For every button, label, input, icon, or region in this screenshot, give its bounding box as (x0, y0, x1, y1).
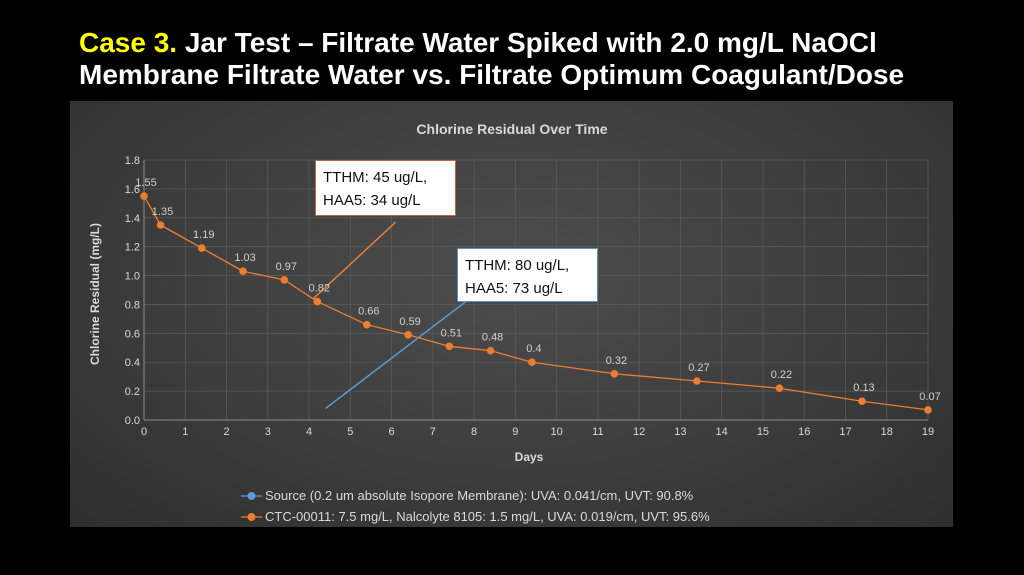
x-tick-label: 13 (674, 426, 686, 438)
data-labels: 1.55 1.35 1.19 1.03 0.97 0.82 0.66 0.59 0.51 0.48… (135, 177, 940, 403)
data-point (280, 276, 289, 284)
x-tick-label: 17 (839, 426, 851, 438)
x-tick-label: 4 (306, 426, 312, 438)
x-tick-label: 6 (389, 426, 395, 438)
x-tick-label: 10 (551, 426, 563, 438)
legend-label-source: Source (0.2 um absolute Isopore Membrane… (265, 488, 694, 503)
series-line-1 (143, 195, 929, 411)
data-label: 1.19 (193, 229, 214, 241)
callout-source-line2: HAA5: 73 ug/L (465, 280, 563, 297)
slide-title-line2: Membrane Filtrate Water vs. Filtrate Opt… (79, 59, 905, 90)
data-point (313, 297, 322, 306)
data-label: 0.51 (441, 327, 462, 339)
data-label: 0.4 (526, 343, 541, 355)
callout-ctc-line2: HAA5: 34 ug/L (323, 192, 421, 209)
legend-marker-source (247, 492, 256, 500)
x-axis-title: Days (515, 450, 544, 464)
y-tick-label: 0.0 (125, 415, 140, 427)
x-tick-label: 0 (141, 426, 147, 438)
data-label: 0.97 (276, 261, 297, 273)
callout-leader-lines (312, 221, 467, 410)
series-layer (140, 192, 932, 414)
y-tick-label: 1.0 (125, 271, 140, 283)
x-tick-label: 11 (592, 426, 603, 438)
y-tick-label: 0.8 (125, 299, 140, 311)
chart-panel (70, 101, 953, 527)
data-label: 1.03 (234, 252, 255, 264)
x-tick-label: 12 (633, 426, 645, 438)
callout-ctc-line1: TTHM: 45 ug/L, (323, 169, 428, 186)
data-point (858, 397, 866, 406)
callout-ctc-dbp: TTHM: 45 ug/L, HAA5: 34 ug/L (315, 160, 456, 216)
gridlines (144, 159, 929, 420)
data-label: 0.59 (399, 316, 420, 328)
data-label: 0.66 (358, 306, 379, 318)
x-tick-label: 1 (182, 426, 188, 438)
x-tick-label: 19 (922, 426, 934, 438)
data-point (528, 358, 536, 367)
x-tick-label: 16 (798, 426, 810, 438)
data-point (239, 267, 247, 276)
axes: 0.00.20.40.60.81.01.21.41.61.80 1 2 3 4 5 6 7 8 9… (125, 155, 934, 438)
data-point (693, 377, 701, 385)
x-tick-label: 7 (430, 426, 436, 438)
chart-title: Chlorine Residual Over Time (416, 121, 607, 137)
y-tick-label: 1.8 (125, 155, 140, 167)
legend: Source (0.2 um absolute Isopore Membrane… (241, 488, 710, 524)
x-tick-label: 2 (223, 426, 229, 438)
y-tick-label: 0.4 (125, 357, 140, 369)
data-point (486, 346, 495, 355)
data-point (363, 320, 371, 329)
legend-label-ctc: CTC-00011: 7.5 mg/L, Nalcolyte 8105: 1.5… (265, 509, 710, 524)
y-tick-label: 0.6 (125, 328, 140, 340)
data-point (924, 406, 932, 414)
y-tick-label: 1.4 (125, 213, 140, 225)
data-point (775, 384, 784, 393)
data-label: 0.27 (688, 362, 709, 374)
data-label: 0.22 (771, 369, 792, 381)
leader-line-ctc (312, 221, 397, 300)
x-tick-label: 8 (471, 426, 477, 438)
data-label: 0.13 (853, 382, 874, 394)
data-label: 0.07 (919, 391, 940, 403)
data-label: 0.32 (606, 355, 627, 367)
data-point (404, 330, 412, 339)
data-point (197, 244, 206, 252)
slide-title-accent: Case 3. (79, 27, 178, 58)
callout-source-line1: TTHM: 80 ug/L, (465, 257, 570, 274)
legend-marker-ctc (247, 513, 256, 521)
data-label: 1.55 (135, 177, 156, 189)
x-tick-label: 14 (716, 426, 728, 438)
data-label: 1.35 (152, 206, 173, 218)
data-point (140, 192, 148, 200)
y-tick-label: 1.6 (125, 184, 140, 196)
data-point (156, 221, 165, 229)
y-tick-label: 1.2 (125, 242, 140, 254)
y-axis-title: Chlorine Residual (mg/L) (88, 223, 102, 365)
data-point (445, 342, 454, 351)
x-tick-label: 3 (265, 426, 271, 438)
slide-title-rest: Jar Test – Filtrate Water Spiked with 2.… (177, 27, 877, 58)
data-label: 0.48 (482, 332, 503, 344)
x-tick-label: 15 (757, 426, 769, 438)
x-tick-label: 18 (881, 426, 893, 438)
leader-line-source (325, 300, 467, 410)
x-tick-label: 9 (512, 426, 518, 438)
data-label: 0.82 (309, 283, 330, 295)
x-tick-label: 5 (347, 426, 353, 438)
data-point (610, 369, 619, 378)
y-tick-label: 0.2 (125, 386, 140, 398)
slide-title: Case 3. Jar Test – Filtrate Water Spiked… (79, 27, 979, 91)
callout-source-dbp: TTHM: 80 ug/L, HAA5: 73 ug/L (457, 248, 598, 302)
